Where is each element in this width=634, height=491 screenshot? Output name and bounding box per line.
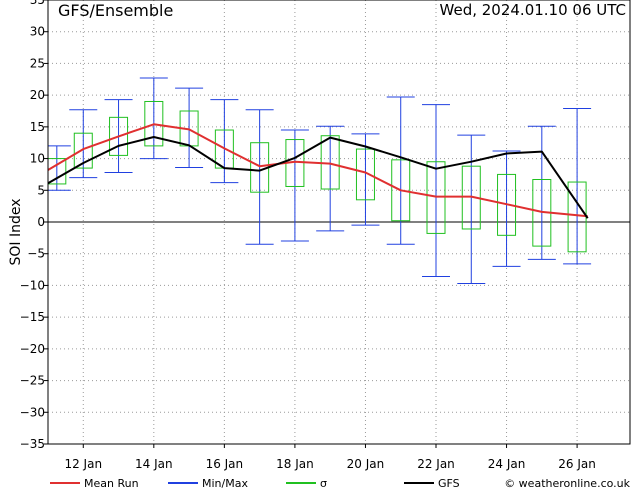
x-tick-label-7: 26 Jan [558,457,596,471]
chart-title: GFS/Ensemble [58,1,174,20]
credit-text: © weatheronline.co.uk [504,477,630,490]
y-tick-label-1: 30 [30,25,45,39]
x-tick-label-5: 22 Jan [417,457,455,471]
y-axis-label: SOI Index [8,198,24,265]
sigma-box-13 [497,173,517,236]
legend-item-mean-run: Mean Run [50,477,139,490]
legend: Mean Run Min/Max σ GFS [0,477,634,491]
min-max-bars [48,77,592,285]
legend-item-sigma: σ [286,477,327,490]
series-line-mean-run [47,123,588,218]
y-axis-ticks: 35 30 25 20 15 10 5 0 −5 −10 −15 −20 −25 −30 −35 [20,0,48,451]
y-tick-label-3: 20 [30,88,45,102]
y-tick-label-13: −30 [20,405,45,419]
legend-item-gfs: GFS [404,477,460,490]
x-tick-label-4: 20 Jan [347,457,385,471]
x-tick-label-6: 24 Jan [488,457,526,471]
sigma-box-9 [355,148,375,201]
y-tick-label-4: 15 [30,120,45,134]
legend-swatch-sigma [286,482,316,484]
legend-swatch-gfs [404,482,434,484]
y-tick-label-0: 35 [30,0,45,7]
x-tick-label-1: 14 Jan [135,457,173,471]
sigma-box-3 [144,100,164,147]
y-tick-label-9: −10 [20,278,45,292]
y-tick-label-8: −5 [27,247,45,261]
sigma-boxes [47,100,587,253]
y-tick-label-6: 5 [37,183,45,197]
legend-label-gfs: GFS [438,477,460,490]
run-datetime: Wed, 2024.01.10 06 UTC [439,1,626,19]
y-tick-label-14: −35 [20,437,45,451]
legend-item-min-max: Min/Max [168,477,248,490]
y-tick-label-10: −15 [20,310,45,324]
y-tick-label-12: −25 [20,374,45,388]
legend-label-min-max: Min/Max [202,477,248,490]
legend-label-mean-run: Mean Run [84,477,139,490]
legend-swatch-mean-run [50,482,80,484]
y-tick-label-2: 25 [30,56,45,70]
y-tick-label-7: 0 [37,215,45,229]
series-lines [47,123,589,219]
legend-swatch-min-max [168,482,198,484]
x-tick-label-0: 12 Jan [64,457,102,471]
x-axis-ticks: 12 Jan 14 Jan 16 Jan 18 Jan 20 Jan 22 Jan 24 J… [64,444,596,471]
y-tick-label-11: −20 [20,342,45,356]
series-line-gfs [47,136,589,219]
y-tick-label-5: 10 [30,152,45,166]
x-tick-label-2: 16 Jan [206,457,244,471]
x-tick-label-3: 18 Jan [276,457,314,471]
sigma-box-1 [73,132,93,169]
sigma-box-10 [391,159,411,222]
sigma-box-2 [109,116,129,156]
legend-label-sigma: σ [320,477,327,490]
